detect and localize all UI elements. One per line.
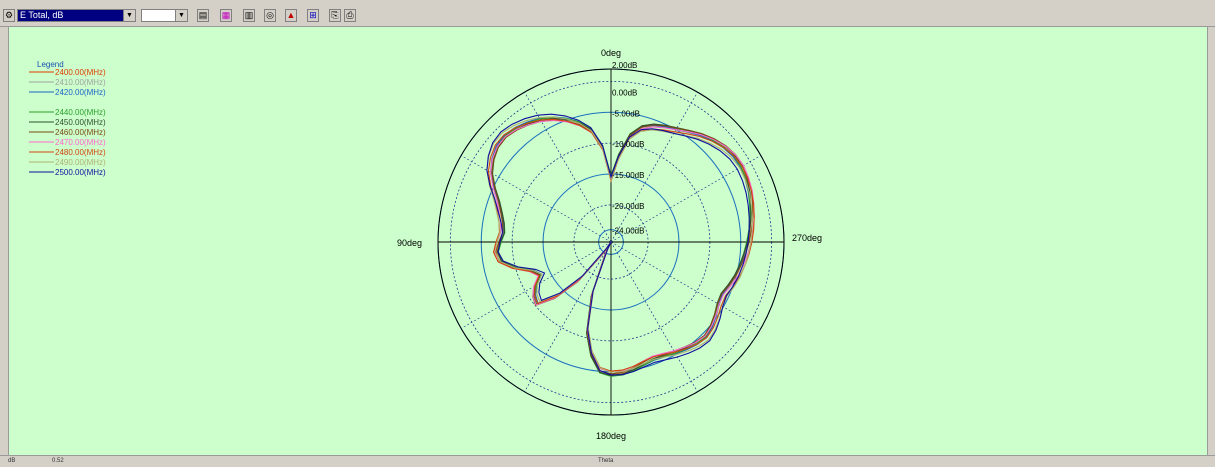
- grid-spoke: [610, 241, 761, 329]
- angle-label: 90deg: [397, 238, 422, 248]
- polar-chart: 0deg 90deg 180deg 270deg 2.00dB 0.00dB -5.00dB…: [29, 48, 822, 441]
- legend-title: Legend: [37, 60, 64, 69]
- angle-label: 270deg: [792, 233, 822, 243]
- radial-tick-label: -15.00dB: [612, 171, 644, 180]
- quantity-select[interactable]: E Total, dB ▼: [17, 9, 136, 22]
- grid-spoke: [524, 241, 612, 392]
- legend-item: 2420.00(MHz): [55, 88, 106, 97]
- radial-tick-label: -5.00dB: [612, 109, 640, 118]
- radial-tick-label: 0.00dB: [612, 88, 637, 97]
- settings-icon[interactable]: ⚙: [3, 9, 15, 22]
- legend-item: 2410.00(MHz): [55, 78, 106, 87]
- radial-tick-label: -24.00dB: [612, 227, 644, 236]
- grid-spoke: [610, 155, 761, 243]
- grid-spoke: [461, 241, 612, 329]
- radial-tick-label: -10.00dB: [612, 140, 644, 149]
- chart-labels: 0deg 90deg 180deg 270deg 2.00dB 0.00dB -5.00dB…: [397, 48, 822, 441]
- quantity-select-value: E Total, dB: [20, 10, 64, 20]
- legend: Legend2400.00(MHz)2410.00(MHz)2420.00(MH…: [29, 60, 106, 177]
- grid-spoke: [524, 92, 612, 243]
- plot-area[interactable]: 0deg 90deg 180deg 270deg 2.00dB 0.00dB -5.00dB…: [8, 27, 1208, 455]
- status-value: 0.52: [52, 458, 64, 464]
- status-axis-name: Theta: [598, 458, 614, 464]
- copy-icon[interactable]: ⎘: [329, 9, 341, 22]
- zoom-icon[interactable]: ⊞: [307, 9, 319, 22]
- print-icon[interactable]: ⎙: [344, 9, 356, 22]
- toolbar: ⚙ E Total, dB ▼ ▼ ▤ ▦ ▥ ◎ ▲ ⊞ ⎘ ⎙: [0, 0, 1215, 27]
- status-unit: dB: [8, 458, 16, 464]
- legend-item: 2500.00(MHz): [55, 168, 106, 177]
- trace-icon[interactable]: ▤: [197, 9, 209, 22]
- chevron-down-icon[interactable]: ▼: [123, 10, 135, 21]
- radial-tick-label: -20.00dB: [612, 202, 644, 211]
- series-trace: [487, 118, 755, 372]
- status-bar: dB 0.52 Theta: [0, 455, 1215, 467]
- legend-item: 2440.00(MHz): [55, 108, 106, 117]
- grid-spoke: [461, 155, 612, 243]
- secondary-select[interactable]: ▼: [141, 9, 188, 22]
- radial-tick-label: 2.00dB: [612, 61, 637, 70]
- grid-icon[interactable]: ▥: [243, 9, 255, 22]
- grid-spoke: [610, 92, 698, 243]
- chevron-down-icon[interactable]: ▼: [175, 10, 187, 21]
- legend-item: 2480.00(MHz): [55, 148, 106, 157]
- legend-item: 2470.00(MHz): [55, 138, 106, 147]
- legend-item: 2490.00(MHz): [55, 158, 106, 167]
- series-trace: [486, 113, 750, 376]
- angle-label: 180deg: [596, 431, 626, 441]
- series-traces: [486, 113, 755, 377]
- legend-item: 2450.00(MHz): [55, 118, 106, 127]
- color-icon[interactable]: ▦: [220, 9, 232, 22]
- legend-item: 2460.00(MHz): [55, 128, 106, 137]
- polar-icon[interactable]: ◎: [264, 9, 276, 22]
- legend-item: 2400.00(MHz): [55, 68, 106, 77]
- marker-icon[interactable]: ▲: [285, 9, 297, 22]
- angle-label: 0deg: [601, 48, 621, 58]
- grid-spoke: [610, 241, 698, 392]
